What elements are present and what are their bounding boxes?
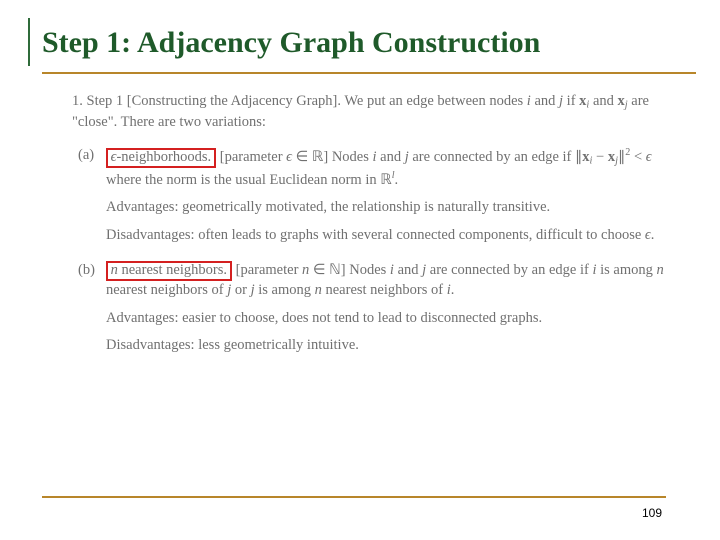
disadvantages-label: Disadvantages: — [106, 337, 195, 353]
text: We put an edge between nodes — [341, 93, 527, 109]
slide-title: Step 1: Adjacency Graph Construction — [42, 26, 692, 60]
advantages-label: Advantages: — [106, 199, 178, 215]
text: and — [589, 93, 617, 109]
item-a-advantages: Advantages: geometrically motivated, the… — [72, 198, 672, 218]
footer-rule — [42, 496, 666, 498]
item-a-label: (a) — [78, 146, 102, 166]
advantages-label: Advantages: — [106, 310, 178, 326]
text: [parameter — [216, 149, 286, 165]
text: are connected by an edge if — [426, 262, 592, 278]
text: is among — [255, 282, 315, 298]
text: easier to choose, does not tend to lead … — [178, 310, 542, 326]
var-n: n — [315, 282, 322, 298]
text: is among — [596, 262, 656, 278]
item-a: (a) ϵ-neighborhoods. [parameter ϵ ∈ ℝ] N… — [72, 146, 672, 190]
dot: . — [395, 172, 399, 188]
text: or — [231, 282, 250, 298]
vec-x: x — [618, 93, 625, 109]
var-n: n — [111, 262, 118, 278]
item-a-disadvantages: Disadvantages: often leads to graphs wit… — [72, 226, 672, 246]
text: and — [394, 262, 422, 278]
text: and — [377, 149, 405, 165]
slide-container: Step 1: Adjacency Graph Construction 1. … — [0, 0, 720, 540]
text: nearest neighbors of — [106, 282, 227, 298]
item-b: (b) n nearest neighbors. [parameter n ∈ … — [72, 261, 672, 301]
in-N: ∈ ℕ] Nodes — [309, 262, 390, 278]
highlight-n-nearest-neighbors: n nearest neighbors. — [106, 261, 232, 281]
body-text: 1. Step 1 [Constructing the Adjacency Gr… — [28, 74, 692, 356]
text: nearest neighbors of — [322, 282, 447, 298]
text: often leads to graphs with several conne… — [195, 227, 645, 243]
item-b-advantages: Advantages: easier to choose, does not t… — [72, 309, 672, 329]
text: less geometrically intuitive. — [195, 337, 359, 353]
vec-x: x — [582, 149, 589, 165]
text: are connected by an edge if — [409, 149, 575, 165]
minus: − — [592, 149, 607, 165]
step-label: Step 1 [Constructing the Adjacency Graph… — [87, 93, 342, 109]
title-region: Step 1: Adjacency Graph Construction — [28, 18, 692, 66]
item-b-label: (b) — [78, 261, 102, 281]
in-R: ∈ ℝ] Nodes — [292, 149, 373, 165]
text: -neighborhoods. — [116, 149, 211, 165]
step-intro: 1. Step 1 [Constructing the Adjacency Gr… — [72, 92, 672, 132]
text: if — [563, 93, 579, 109]
text: nearest neighbors. — [118, 262, 227, 278]
item-b-disadvantages: Disadvantages: less geometrically intuit… — [72, 336, 672, 356]
dot: . — [451, 282, 455, 298]
highlight-epsilon-neighborhoods: ϵ-neighborhoods. — [106, 148, 216, 168]
lt: < — [630, 149, 645, 165]
step-number: 1. — [72, 93, 83, 109]
text: where the norm is the usual Euclidean no… — [106, 172, 392, 188]
epsilon: ϵ — [646, 149, 652, 165]
page-number: 109 — [642, 506, 662, 520]
dot: . — [651, 227, 655, 243]
var-n: n — [656, 262, 663, 278]
text: geometrically motivated, the relationshi… — [178, 199, 550, 215]
text: [parameter — [232, 262, 302, 278]
disadvantages-label: Disadvantages: — [106, 227, 195, 243]
text: and — [531, 93, 559, 109]
